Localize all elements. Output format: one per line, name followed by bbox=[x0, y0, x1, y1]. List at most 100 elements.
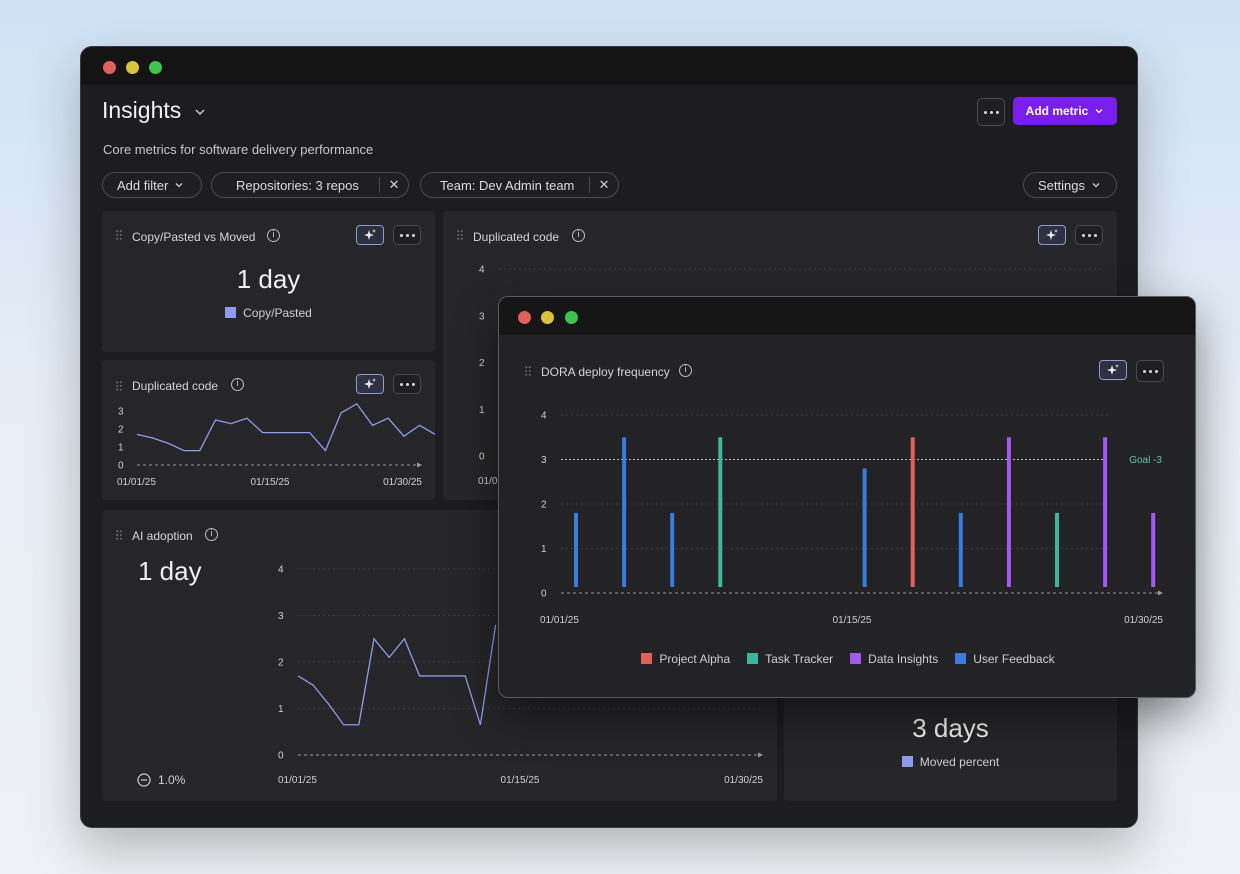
goal-label: Goal -3 bbox=[1129, 455, 1162, 466]
sparkle-icon bbox=[1107, 364, 1119, 375]
legend-swatch bbox=[955, 653, 967, 665]
metric-value: 1 day bbox=[138, 556, 202, 586]
bar-project-alpha bbox=[910, 437, 915, 587]
minus-circle-icon bbox=[137, 773, 151, 787]
remove-repositories-filter-icon[interactable]: ✕ bbox=[388, 177, 400, 192]
maximize-window-button[interactable] bbox=[149, 61, 162, 74]
minimize-window-button[interactable] bbox=[541, 311, 554, 324]
card-more-button[interactable] bbox=[393, 374, 421, 394]
dora-bar-chart: Goal -3 0 1 2 3 4 01/01/25 01/15/25 01/30/25 bbox=[540, 411, 1163, 627]
info-icon[interactable]: i bbox=[267, 229, 280, 242]
info-icon[interactable]: i bbox=[205, 528, 218, 541]
settings-label: Settings bbox=[1038, 177, 1085, 193]
bar-task-tracker bbox=[1055, 512, 1059, 587]
sparkle-icon bbox=[1046, 229, 1058, 240]
card-more-button[interactable] bbox=[1136, 360, 1164, 382]
ai-sparkle-button[interactable] bbox=[1038, 225, 1066, 245]
minimize-window-button[interactable] bbox=[126, 61, 139, 74]
y-tick-label: 3 bbox=[118, 407, 124, 418]
add-filter-button[interactable]: Add filter bbox=[102, 172, 202, 198]
drag-handle-icon[interactable] bbox=[525, 366, 531, 376]
bar-task-tracker bbox=[718, 437, 723, 587]
legend-label: Data Insights bbox=[868, 651, 939, 666]
legend-swatch bbox=[747, 653, 759, 665]
drag-handle-icon[interactable] bbox=[116, 381, 122, 391]
y-tick-label: 2 bbox=[118, 425, 124, 436]
bar-user-feedback bbox=[574, 512, 578, 587]
x-tick-label: 01/01/25 bbox=[278, 775, 317, 786]
card-more-button[interactable] bbox=[393, 225, 421, 245]
x-tick-label: 01/30/25 bbox=[724, 775, 763, 786]
legend-item[interactable]: Task Tracker bbox=[747, 650, 833, 667]
y-tick-label: 0 bbox=[479, 452, 485, 463]
info-icon[interactable]: i bbox=[231, 378, 244, 391]
duplicated-code-line-chart: 0 1 2 3 01/01/25 01/15/25 01/30/25 bbox=[117, 402, 435, 488]
chip-divider bbox=[379, 177, 381, 193]
dora-deploy-frequency-window: DORA deploy frequency i Goal -3 0 1 2 3 4 01/0… bbox=[498, 296, 1196, 698]
add-metric-label: Add metric bbox=[1025, 104, 1089, 118]
y-tick-label: 0 bbox=[278, 751, 284, 762]
ai-sparkle-button[interactable] bbox=[356, 374, 384, 394]
drag-handle-icon[interactable] bbox=[116, 530, 122, 540]
team-filter-label: Team: Dev Admin team bbox=[440, 177, 575, 193]
bar-user-feedback bbox=[958, 512, 963, 587]
legend-label: Moved percent bbox=[919, 754, 1000, 769]
y-tick-label: 0 bbox=[541, 589, 547, 600]
card-more-button[interactable] bbox=[1075, 225, 1103, 245]
y-tick-label: 2 bbox=[541, 500, 547, 511]
close-window-button[interactable] bbox=[103, 61, 116, 74]
ai-sparkle-button[interactable] bbox=[356, 225, 384, 245]
maximize-window-button[interactable] bbox=[565, 311, 578, 324]
legend-item[interactable]: Data Insights bbox=[850, 650, 938, 667]
legend-swatch bbox=[850, 653, 862, 665]
legend-label: Project Alpha bbox=[659, 651, 731, 666]
info-icon[interactable]: i bbox=[679, 364, 692, 377]
legend-item[interactable]: Project Alpha bbox=[641, 650, 730, 667]
drag-handle-icon[interactable] bbox=[116, 230, 122, 240]
metric-value: 1 day bbox=[236, 264, 301, 294]
remove-team-filter-icon[interactable]: ✕ bbox=[598, 177, 610, 192]
x-axis-arrow bbox=[1158, 590, 1163, 596]
settings-button[interactable]: Settings bbox=[1023, 172, 1117, 198]
x-tick-label: 01/30/25 bbox=[383, 477, 422, 488]
repositories-filter-chip[interactable]: Repositories: 3 repos ✕ bbox=[211, 172, 409, 198]
x-tick-label: 01/01/25 bbox=[540, 615, 579, 626]
add-filter-label: Add filter bbox=[117, 177, 169, 193]
y-tick-label: 4 bbox=[541, 411, 547, 422]
bar-user-feedback bbox=[862, 468, 867, 587]
close-window-button[interactable] bbox=[518, 311, 531, 324]
change-percent: 1.0% bbox=[158, 773, 186, 787]
y-tick-label: 1 bbox=[479, 405, 485, 416]
page-title[interactable]: Insights bbox=[102, 97, 182, 123]
x-tick-label: 01/0 bbox=[478, 476, 498, 487]
drag-handle-icon[interactable] bbox=[457, 230, 463, 240]
card-title: DORA deploy frequency bbox=[541, 365, 670, 379]
y-tick-label: 1 bbox=[541, 544, 547, 555]
ai-sparkle-button[interactable] bbox=[1099, 360, 1127, 380]
chevron-down-icon bbox=[175, 183, 183, 188]
x-axis-arrow bbox=[417, 462, 422, 468]
more-options-button[interactable] bbox=[977, 98, 1005, 126]
x-tick-label: 01/15/25 bbox=[251, 477, 290, 488]
bar-data-insights bbox=[1006, 437, 1011, 587]
legend-swatch bbox=[641, 653, 653, 665]
card-title: Duplicated code bbox=[473, 230, 560, 244]
x-axis-arrow bbox=[758, 752, 763, 758]
info-icon[interactable]: i bbox=[572, 229, 585, 242]
chevron-down-icon bbox=[1095, 109, 1103, 114]
chevron-down-icon[interactable] bbox=[193, 105, 207, 119]
ai-adoption-line-chart: 0 1 2 3 4 01/01/25 01/15/25 01/30/25 bbox=[278, 565, 763, 787]
bar-user-feedback bbox=[622, 437, 627, 587]
chevron-down-icon bbox=[1092, 183, 1100, 188]
y-tick-label: 1 bbox=[278, 704, 284, 715]
legend-label: Copy/Pasted bbox=[243, 305, 312, 320]
add-metric-button[interactable]: Add metric bbox=[1013, 97, 1117, 125]
copy-pasted-vs-moved-card: Copy/Pasted vs Moved i 1 day Copy/Pasted bbox=[102, 211, 435, 352]
bar-user-feedback bbox=[670, 512, 675, 587]
y-tick-label: 4 bbox=[278, 565, 284, 576]
team-filter-chip[interactable]: Team: Dev Admin team ✕ bbox=[420, 172, 619, 198]
bar-data-insights bbox=[1103, 437, 1108, 587]
card-title: Copy/Pasted vs Moved bbox=[132, 230, 256, 244]
metric-value: 3 days bbox=[912, 713, 989, 743]
legend-item[interactable]: User Feedback bbox=[955, 650, 1055, 667]
